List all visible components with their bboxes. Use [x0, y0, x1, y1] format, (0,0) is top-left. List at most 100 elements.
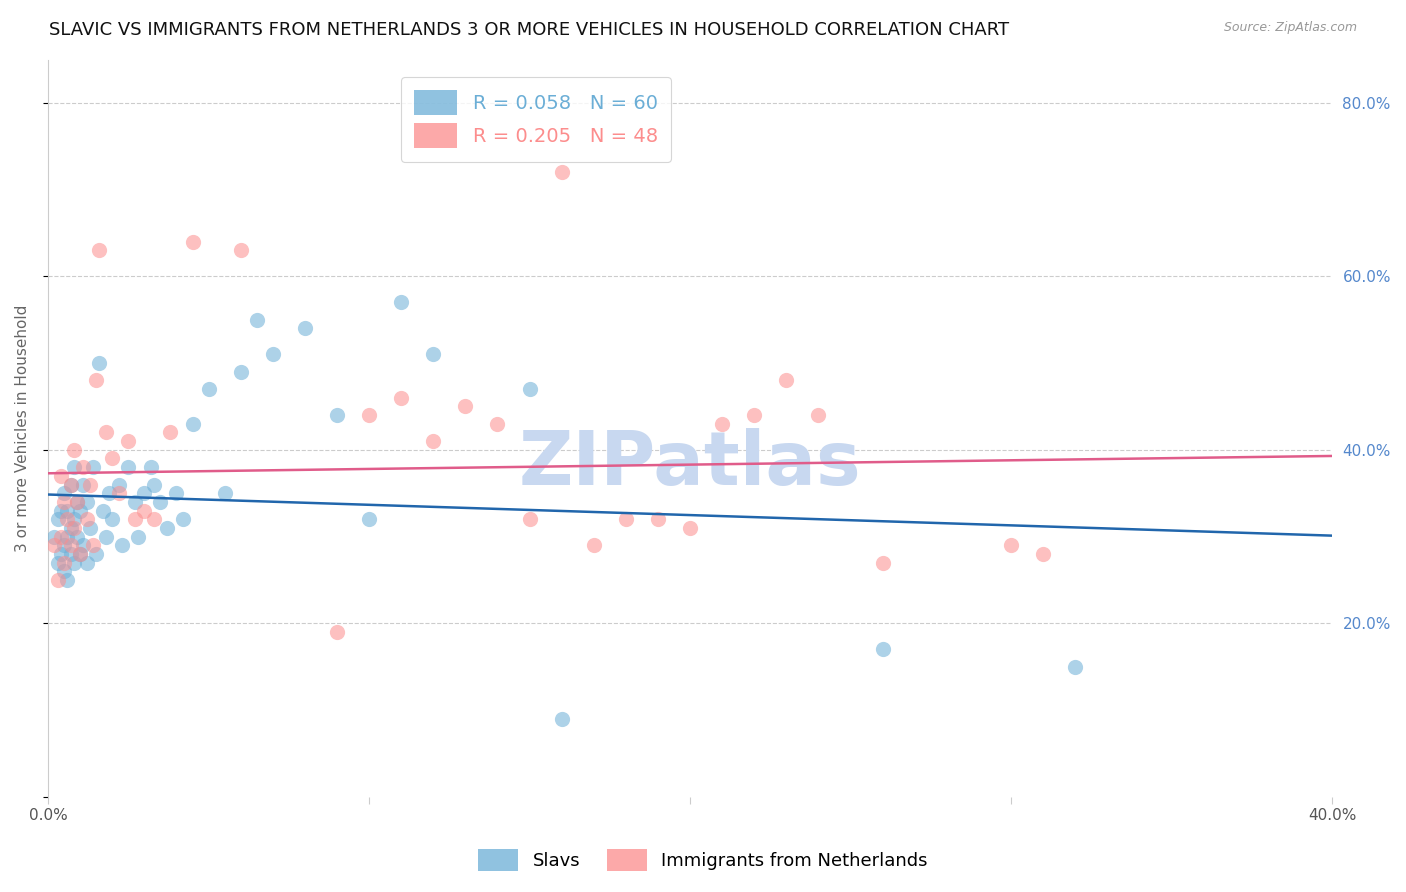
Point: [550, 165, 572, 179]
Point: [53, 486, 76, 500]
Point: [59, 521, 82, 535]
Point: [94, 529, 117, 543]
Point: [59, 477, 82, 491]
Point: [82, 460, 104, 475]
Point: [53, 495, 76, 509]
Point: [62, 556, 84, 570]
Point: [98, 486, 121, 500]
Point: [76, 512, 98, 526]
Point: [143, 512, 166, 526]
Point: [294, 321, 316, 335]
Point: [229, 244, 252, 258]
Point: [101, 451, 124, 466]
Point: [44, 538, 66, 552]
Point: [127, 529, 149, 543]
Point: [107, 477, 129, 491]
Point: [49, 547, 72, 561]
Point: [582, 538, 605, 552]
Point: [79, 521, 101, 535]
Point: [62, 442, 84, 457]
Point: [181, 417, 204, 431]
Point: [134, 486, 156, 500]
Text: ZIPatlas: ZIPatlas: [519, 428, 862, 501]
Point: [149, 495, 172, 509]
Point: [156, 521, 179, 535]
Point: [66, 495, 89, 509]
Point: [139, 460, 162, 475]
Point: [56, 503, 79, 517]
Point: [422, 347, 444, 361]
Point: [775, 374, 797, 388]
Point: [143, 477, 166, 491]
Point: [326, 624, 349, 639]
Point: [519, 512, 541, 526]
Point: [614, 512, 637, 526]
Point: [69, 503, 91, 517]
Point: [72, 477, 94, 491]
Point: [62, 460, 84, 475]
Point: [84, 547, 107, 561]
Point: [59, 477, 82, 491]
Point: [66, 495, 89, 509]
Point: [111, 538, 134, 552]
Point: [89, 244, 111, 258]
Point: [389, 391, 412, 405]
Point: [711, 417, 734, 431]
Point: [62, 521, 84, 535]
Point: [357, 512, 380, 526]
Point: [72, 538, 94, 552]
Point: [79, 477, 101, 491]
Point: [56, 512, 79, 526]
Point: [72, 460, 94, 475]
Point: [246, 312, 269, 326]
Point: [117, 434, 139, 449]
Point: [807, 408, 830, 422]
Point: [229, 365, 252, 379]
Point: [519, 382, 541, 396]
Point: [69, 547, 91, 561]
Text: Source: ZipAtlas.com: Source: ZipAtlas.com: [1223, 21, 1357, 34]
Point: [49, 529, 72, 543]
Point: [1032, 547, 1054, 561]
Point: [53, 564, 76, 578]
Point: [49, 503, 72, 517]
Point: [124, 495, 146, 509]
Point: [76, 495, 98, 509]
Y-axis label: 3 or more Vehicles in Household: 3 or more Vehicles in Household: [15, 304, 30, 552]
Text: SLAVIC VS IMMIGRANTS FROM NETHERLANDS 3 OR MORE VEHICLES IN HOUSEHOLD CORRELATIO: SLAVIC VS IMMIGRANTS FROM NETHERLANDS 3 …: [49, 21, 1010, 38]
Point: [66, 529, 89, 543]
Point: [1000, 538, 1022, 552]
Point: [166, 486, 188, 500]
Point: [46, 512, 69, 526]
Point: [107, 486, 129, 500]
Point: [84, 374, 107, 388]
Point: [53, 556, 76, 570]
Point: [357, 408, 380, 422]
Point: [422, 434, 444, 449]
Point: [49, 468, 72, 483]
Point: [69, 547, 91, 561]
Point: [486, 417, 509, 431]
Point: [94, 425, 117, 440]
Point: [59, 538, 82, 552]
Point: [56, 573, 79, 587]
Point: [454, 400, 477, 414]
Point: [101, 512, 124, 526]
Point: [134, 503, 156, 517]
Point: [172, 512, 194, 526]
Point: [326, 408, 349, 422]
Point: [550, 712, 572, 726]
Point: [46, 556, 69, 570]
Point: [159, 425, 181, 440]
Point: [117, 460, 139, 475]
Point: [46, 573, 69, 587]
Point: [262, 347, 284, 361]
Point: [89, 356, 111, 370]
Point: [389, 295, 412, 310]
Point: [62, 512, 84, 526]
Point: [197, 382, 219, 396]
Point: [91, 503, 114, 517]
Point: [44, 529, 66, 543]
Point: [76, 556, 98, 570]
Point: [872, 642, 894, 657]
